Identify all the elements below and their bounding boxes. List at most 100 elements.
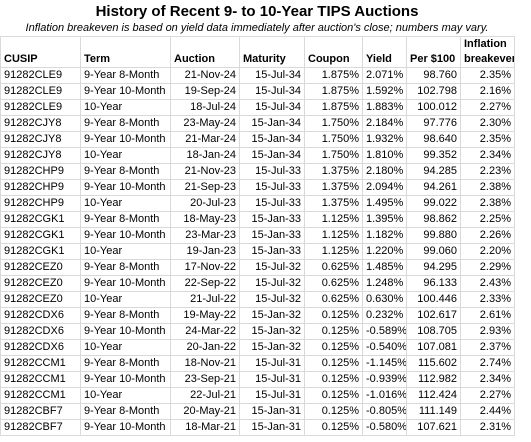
table-row: 91282CDX6 9-Year 10-Month 24-Mar-22 15-Jan-… bbox=[0, 323, 515, 340]
table-cell: 1.125% bbox=[304, 227, 363, 244]
table-row: 91282CEZ0 9-Year 8-Month 17-Nov-22 15-Jul-3… bbox=[0, 259, 515, 276]
table-cell: 19-Sep-24 bbox=[170, 83, 240, 100]
table-cell: 1.375% bbox=[304, 163, 363, 180]
table-cell: 2.180% bbox=[362, 163, 407, 180]
table-cell: 2.61% bbox=[460, 307, 515, 324]
table-cell: 91282CHP9 bbox=[0, 163, 81, 180]
table-cell: 2.071% bbox=[362, 67, 407, 84]
table-cell: 91282CLE9 bbox=[0, 99, 81, 116]
table-cell: 10-Year bbox=[80, 339, 171, 356]
table-cell: 15-Jul-33 bbox=[239, 195, 305, 212]
table-cell: 0.125% bbox=[304, 323, 363, 340]
table-cell: 15-Jul-31 bbox=[239, 371, 305, 388]
table-cell: 15-Jul-31 bbox=[239, 355, 305, 372]
table-cell: 99.022 bbox=[406, 195, 461, 212]
table-cell: 10-Year bbox=[80, 243, 171, 260]
table-cell: 1.750% bbox=[304, 131, 363, 148]
table-row: 91282CBF7 9-Year 8-Month 20-May-21 15-Jan-3… bbox=[0, 403, 515, 420]
table-row: 91282CGK1 9-Year 8-Month 18-May-23 15-Jan-3… bbox=[0, 211, 515, 228]
table-body: 91282CLE9 9-Year 8-Month 21-Nov-24 15-Jul-3… bbox=[0, 67, 515, 436]
table-cell: 15-Jan-33 bbox=[239, 243, 305, 260]
table-cell: 15-Jan-32 bbox=[239, 307, 305, 324]
table-cell: 0.625% bbox=[304, 259, 363, 276]
table-cell: 112.424 bbox=[406, 387, 461, 404]
table-cell: 15-Jul-32 bbox=[239, 259, 305, 276]
table-cell: 19-Jan-23 bbox=[170, 243, 240, 260]
table-cell: 91282CEZ0 bbox=[0, 275, 81, 292]
column-header: Auction bbox=[170, 36, 240, 68]
table-cell: 91282CJY8 bbox=[0, 115, 81, 132]
table-cell: 102.617 bbox=[406, 307, 461, 324]
table-cell: 1.592% bbox=[362, 83, 407, 100]
table-cell: 9-Year 8-Month bbox=[80, 307, 171, 324]
table-cell: 15-Jan-34 bbox=[239, 147, 305, 164]
table-cell: 1.375% bbox=[304, 179, 363, 196]
table-cell: 9-Year 8-Month bbox=[80, 355, 171, 372]
table-cell: -0.939% bbox=[362, 371, 407, 388]
column-header: Inflation breakeven bbox=[460, 36, 515, 68]
table-cell: 91282CBF7 bbox=[0, 403, 81, 420]
table-cell: 1.810% bbox=[362, 147, 407, 164]
table-cell: 15-Jan-32 bbox=[239, 323, 305, 340]
table-cell: 2.30% bbox=[460, 115, 515, 132]
table-cell: 9-Year 8-Month bbox=[80, 163, 171, 180]
table-cell: 17-Nov-22 bbox=[170, 259, 240, 276]
table-cell: 2.094% bbox=[362, 179, 407, 196]
table-row: 91282CHP9 9-Year 10-Month 21-Sep-23 15-Jul-… bbox=[0, 179, 515, 196]
table-cell: 0.125% bbox=[304, 307, 363, 324]
table-cell: 18-May-23 bbox=[170, 211, 240, 228]
table-row: 91282CHP9 9-Year 8-Month 21-Nov-23 15-Jul-3… bbox=[0, 163, 515, 180]
table-cell: 91282CDX6 bbox=[0, 339, 81, 356]
table-cell: 15-Jul-33 bbox=[239, 163, 305, 180]
table-row: 91282CEZ0 10-Year 21-Jul-22 15-Jul-32 0.625%… bbox=[0, 291, 515, 308]
table-cell: 15-Jul-34 bbox=[239, 83, 305, 100]
table-cell: 91282CGK1 bbox=[0, 211, 81, 228]
table-cell: 10-Year bbox=[80, 291, 171, 308]
table-cell: 2.38% bbox=[460, 179, 515, 196]
table-cell: 1.875% bbox=[304, 67, 363, 84]
table-row: 91282CLE9 9-Year 8-Month 21-Nov-24 15-Jul-3… bbox=[0, 67, 515, 84]
table-cell: 20-May-21 bbox=[170, 403, 240, 420]
table-cell: 9-Year 10-Month bbox=[80, 179, 171, 196]
table-row: 91282CCM1 9-Year 10-Month 23-Sep-21 15-Jul-… bbox=[0, 371, 515, 388]
table-cell: 0.125% bbox=[304, 371, 363, 388]
table-cell: 2.38% bbox=[460, 195, 515, 212]
table-cell: -0.580% bbox=[362, 419, 407, 436]
table-cell: 0.232% bbox=[362, 307, 407, 324]
table-cell: 2.29% bbox=[460, 259, 515, 276]
table-cell: 23-May-24 bbox=[170, 115, 240, 132]
table-cell: 94.261 bbox=[406, 179, 461, 196]
table-cell: 100.012 bbox=[406, 99, 461, 116]
column-header: Per $100 bbox=[406, 36, 461, 68]
table-cell: 21-Nov-24 bbox=[170, 67, 240, 84]
table-cell: 115.602 bbox=[406, 355, 461, 372]
table-cell: 98.862 bbox=[406, 211, 461, 228]
table-row: 91282CJY8 9-Year 10-Month 21-Mar-24 15-Jan-… bbox=[0, 131, 515, 148]
table-cell: 1.395% bbox=[362, 211, 407, 228]
table-cell: 96.133 bbox=[406, 275, 461, 292]
table-cell: 9-Year 8-Month bbox=[80, 259, 171, 276]
table-cell: 21-Mar-24 bbox=[170, 131, 240, 148]
table-cell: 21-Jul-22 bbox=[170, 291, 240, 308]
table-cell: 91282CCM1 bbox=[0, 355, 81, 372]
table-cell: 0.125% bbox=[304, 355, 363, 372]
table-cell: 91282CEZ0 bbox=[0, 259, 81, 276]
title: History of Recent 9- to 10-Year TIPS Auc… bbox=[95, 3, 419, 20]
table-cell: 2.31% bbox=[460, 419, 515, 436]
table-cell: 2.35% bbox=[460, 67, 515, 84]
header-row: CUSIP Term Auction Maturity Coupon Yield Per $… bbox=[0, 36, 515, 68]
table-cell: 15-Jan-31 bbox=[239, 419, 305, 436]
table-cell: 1.750% bbox=[304, 115, 363, 132]
table-cell: 2.93% bbox=[460, 323, 515, 340]
table-cell: 107.621 bbox=[406, 419, 461, 436]
column-header: CUSIP bbox=[0, 36, 81, 68]
table-cell: -1.145% bbox=[362, 355, 407, 372]
table-cell: 20-Jul-23 bbox=[170, 195, 240, 212]
table-cell: 2.37% bbox=[460, 339, 515, 356]
table-cell: 10-Year bbox=[80, 195, 171, 212]
table-cell: 2.43% bbox=[460, 275, 515, 292]
table-cell: 0.625% bbox=[304, 291, 363, 308]
table-cell: 1.495% bbox=[362, 195, 407, 212]
table-row: 91282CBF7 9-Year 10-Month 18-Mar-21 15-Jan-… bbox=[0, 419, 515, 436]
table-cell: 1.375% bbox=[304, 195, 363, 212]
